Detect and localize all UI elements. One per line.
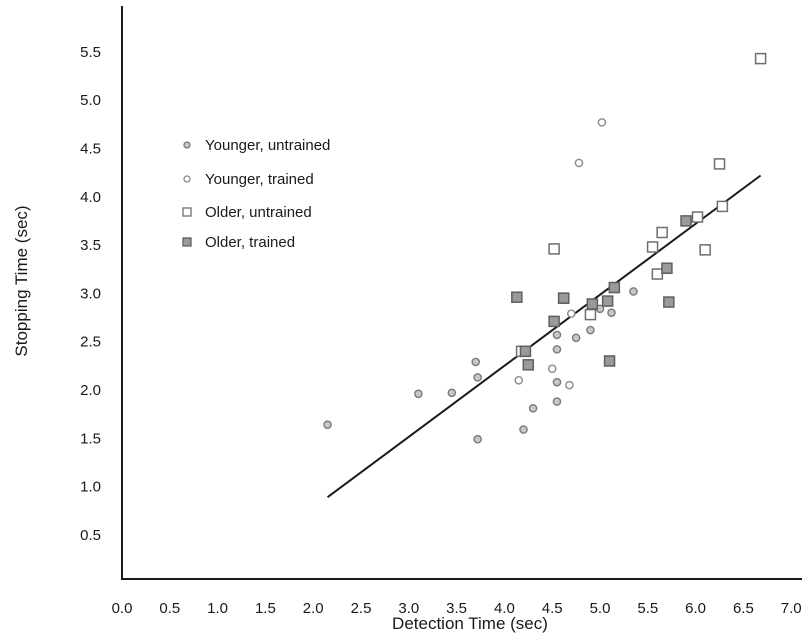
- data-point: [473, 434, 482, 444]
- data-point: [519, 345, 532, 358]
- x-tick-label: 6.0: [685, 600, 706, 617]
- legend-label: Older, trained: [205, 234, 295, 251]
- legend-item: Older, untrained: [182, 204, 312, 221]
- trend-line: [326, 174, 762, 498]
- x-tick-label: 0.0: [112, 600, 133, 617]
- data-point: [680, 215, 692, 227]
- y-axis-title: Stopping Time (sec): [12, 205, 31, 356]
- y-tick-label: 3.0: [80, 285, 101, 302]
- y-tick-label: 2.5: [80, 334, 101, 351]
- data-points: [323, 52, 767, 444]
- data-point: [519, 425, 528, 434]
- data-point: [552, 377, 562, 387]
- data-point: [754, 52, 767, 65]
- data-point: [567, 309, 576, 318]
- x-tick-label: 2.5: [351, 600, 372, 617]
- data-point: [607, 308, 616, 317]
- data-point: [603, 355, 616, 367]
- legend-label: Younger, trained: [205, 171, 314, 188]
- x-axis-title: Detection Time (sec): [392, 614, 548, 633]
- x-tick-label: 5.0: [590, 600, 611, 617]
- legend-label: Younger, untrained: [205, 137, 330, 154]
- data-point: [586, 298, 599, 310]
- data-point: [471, 357, 481, 367]
- data-point: [663, 296, 675, 308]
- data-point: [547, 364, 557, 373]
- legend: Younger, untrained Younger, trained Older,…: [182, 137, 330, 251]
- x-tick-label: 5.5: [637, 600, 658, 617]
- x-tick-label: 7.0: [781, 600, 802, 617]
- y-tick-label: 1.5: [80, 430, 101, 447]
- legend-label: Older, untrained: [205, 204, 312, 221]
- data-point: [661, 262, 673, 274]
- y-tick-label: 3.5: [80, 237, 101, 254]
- data-point: [586, 325, 595, 335]
- data-point: [574, 158, 584, 168]
- data-point: [414, 389, 423, 399]
- x-tick-label: 1.5: [255, 600, 276, 617]
- data-point: [691, 211, 704, 223]
- x-tick-label: 0.5: [159, 600, 180, 617]
- x-tick-label: 3.0: [398, 600, 419, 617]
- x-tick-labels: 0.0 0.5 1.0 1.5 2.0 2.5 3.0 3.5 4.0 4.5 5.0 5.5 6.0 6…: [112, 600, 802, 617]
- y-tick-labels: 0.5 1.0 1.5 2.0 2.5 3.0 3.5 4.0 4.5 5.0 5.5: [80, 44, 101, 544]
- axes: [121, 6, 802, 580]
- y-tick-label: 4.5: [80, 140, 101, 157]
- data-point: [552, 345, 562, 354]
- data-point: [565, 380, 574, 390]
- x-tick-label: 3.5: [446, 600, 467, 617]
- data-point: [552, 397, 562, 406]
- legend-item: Younger, trained: [183, 171, 314, 188]
- legend-marker: [182, 207, 192, 217]
- y-tick-label: 4.0: [80, 189, 101, 206]
- data-point: [528, 404, 538, 413]
- legend-marker: [182, 237, 192, 247]
- data-point: [557, 292, 570, 304]
- x-tick-label: 1.0: [207, 600, 228, 617]
- x-tick-label: 4.0: [494, 600, 515, 617]
- data-point: [552, 330, 562, 340]
- x-tick-label: 2.0: [303, 600, 324, 617]
- data-point: [511, 291, 523, 303]
- data-point: [646, 241, 659, 253]
- y-tick-label: 2.0: [80, 382, 101, 399]
- data-point: [656, 226, 668, 239]
- data-point: [548, 315, 560, 328]
- y-tick-label: 5.5: [80, 44, 101, 61]
- data-point: [597, 118, 607, 127]
- data-point: [548, 243, 560, 255]
- data-point: [514, 375, 524, 385]
- data-point: [629, 287, 638, 296]
- legend-item: Older, trained: [182, 234, 295, 251]
- data-point: [323, 420, 332, 430]
- data-point: [571, 333, 581, 343]
- data-point: [447, 388, 457, 398]
- y-tick-label: 0.5: [80, 527, 101, 544]
- data-point: [699, 244, 711, 256]
- data-point: [522, 359, 535, 371]
- data-point: [584, 308, 597, 321]
- legend-item: Younger, untrained: [183, 137, 330, 154]
- legend-marker: [183, 141, 191, 149]
- data-point: [651, 268, 664, 280]
- data-point: [601, 295, 614, 307]
- data-point: [713, 158, 726, 170]
- y-tick-label: 1.0: [80, 479, 101, 496]
- y-tick-label: 5.0: [80, 92, 101, 109]
- data-point: [608, 281, 621, 294]
- x-tick-label: 4.5: [542, 600, 563, 617]
- legend-marker: [183, 175, 191, 183]
- data-point: [716, 200, 729, 213]
- x-tick-label: 6.5: [733, 600, 754, 617]
- data-point: [473, 373, 482, 382]
